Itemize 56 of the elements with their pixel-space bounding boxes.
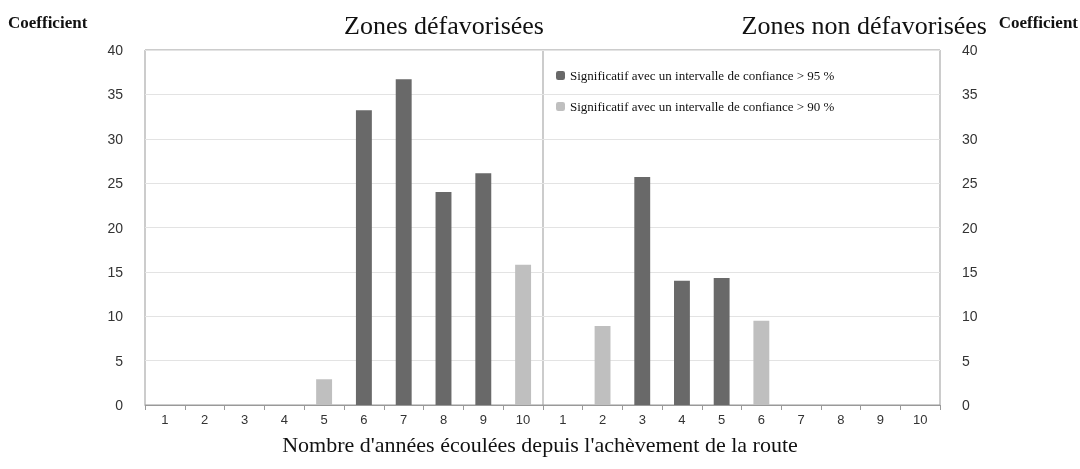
y-tick-label: 20 — [107, 219, 124, 236]
x-tick-label: 7 — [400, 412, 408, 427]
bar — [515, 264, 532, 405]
bar — [753, 320, 770, 405]
x-tick-label: 3 — [240, 412, 249, 427]
x-tick-label: 2 — [598, 412, 607, 427]
x-tick-label: 2 — [201, 412, 209, 427]
bar — [713, 278, 730, 405]
x-tick-label: 1 — [559, 412, 567, 427]
y2-tick-label: 40 — [962, 42, 978, 58]
bar — [316, 379, 333, 405]
bar — [395, 79, 412, 405]
y2-tick-label: 5 — [962, 352, 970, 369]
y2-axis-title: Coefficient — [998, 13, 1079, 32]
x-tick-label: 10 — [515, 412, 531, 427]
x-tick-label: 7 — [797, 412, 805, 427]
x-tick-label: 1 — [161, 412, 169, 427]
x-tick-label: 5 — [718, 412, 726, 427]
x-tick-label: 8 — [837, 412, 845, 427]
x-tick-label: 4 — [678, 412, 686, 427]
x-tick-label: 10 — [912, 412, 928, 427]
y-tick-label: 15 — [107, 263, 124, 280]
x-tick-label: 6 — [360, 412, 368, 427]
y-tick-label: 0 — [115, 397, 124, 413]
bar — [634, 176, 651, 405]
y2-tick-label: 0 — [962, 397, 970, 413]
y-tick-label: 35 — [107, 86, 124, 103]
y-tick-label: 25 — [107, 175, 124, 192]
y2-tick-label: 25 — [962, 175, 978, 192]
y-axis-title: Coefficient — [8, 13, 88, 32]
y2-tick-label: 10 — [962, 308, 978, 325]
x-tick-label: 3 — [638, 412, 646, 427]
y2-tick-label: 20 — [962, 219, 978, 236]
bar — [674, 280, 690, 405]
x-tick-label: 8 — [439, 412, 448, 427]
bar — [475, 173, 492, 405]
x-tick-label: 6 — [757, 412, 765, 427]
x-tick-label: 5 — [320, 412, 328, 427]
y-tick-label: 5 — [115, 352, 124, 369]
x-tick-label: 9 — [876, 412, 885, 427]
x-tick-label: 4 — [280, 412, 288, 427]
y-tick-label: 30 — [107, 130, 124, 147]
bar — [594, 326, 611, 405]
y2-tick-label: 15 — [962, 263, 978, 280]
y-tick-label: 10 — [107, 308, 124, 325]
bar — [355, 110, 372, 405]
legend-label: Significatif avec un intervalle de confiance > 90 % — [570, 99, 835, 114]
y-tick-label: 40 — [107, 42, 124, 58]
chart-title: Zones défavorisées — [344, 10, 544, 40]
bar — [435, 192, 452, 405]
x-tick-label: 9 — [479, 412, 487, 427]
y2-tick-label: 35 — [962, 86, 978, 103]
chart-title: Zones non défavorisées — [741, 10, 987, 40]
y2-tick-label: 30 — [962, 130, 978, 147]
legend-label: Significatif avec un intervalle de confiance > 95 % — [570, 68, 835, 83]
x-axis-title: Nombre d'années écoulées depuis l'achèvement de la route — [281, 432, 799, 458]
